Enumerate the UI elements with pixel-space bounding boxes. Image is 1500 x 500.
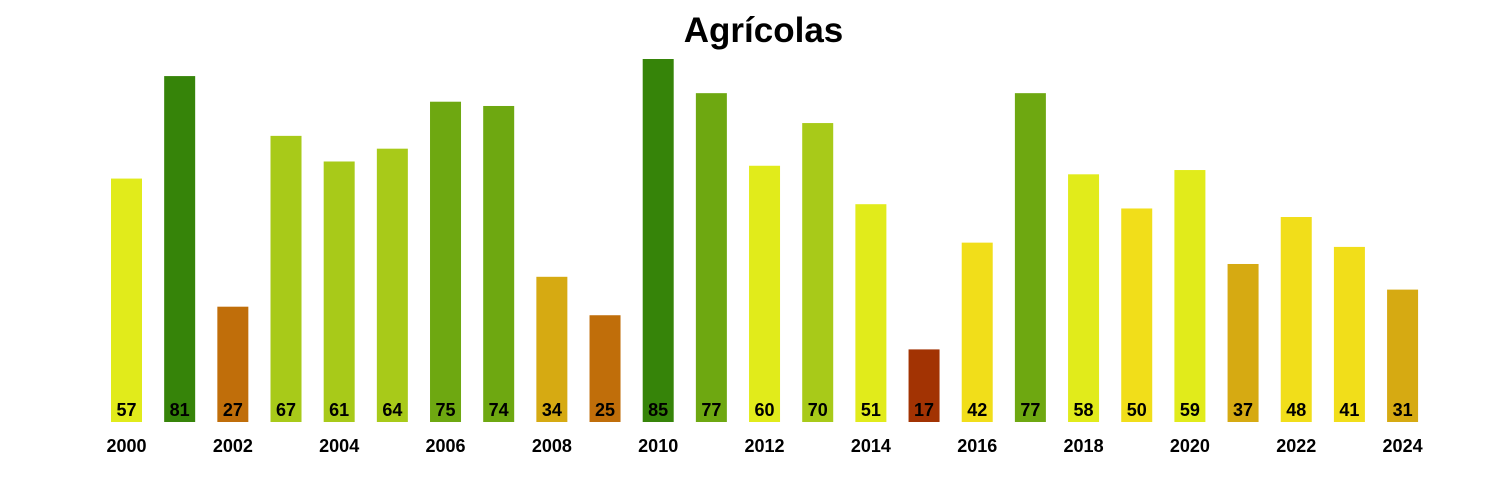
bar-2003 [270, 135, 302, 422]
bar-2002 [217, 306, 249, 422]
value-label-2015: 17 [914, 400, 934, 420]
value-label-2005: 64 [382, 400, 402, 420]
bar-2015 [908, 349, 940, 422]
x-tick-label-2014: 2014 [851, 436, 891, 456]
bar-2011 [695, 93, 727, 422]
value-label-2000: 57 [116, 400, 136, 420]
bar-2007 [483, 105, 515, 422]
value-label-2008: 34 [542, 400, 562, 420]
value-label-2017: 77 [1020, 400, 1040, 420]
bar-2017 [1014, 93, 1046, 422]
bar-2023 [1333, 246, 1365, 422]
bar-2005 [376, 148, 408, 422]
value-label-2002: 27 [223, 400, 243, 420]
x-tick-label-2000: 2000 [106, 436, 146, 456]
value-label-2007: 74 [489, 400, 509, 420]
value-label-2013: 70 [808, 400, 828, 420]
value-label-2019: 50 [1127, 400, 1147, 420]
value-label-2022: 48 [1286, 400, 1306, 420]
value-labels-group: 57 81 27 67 61 64 75 74 34 25 85 77 60 70 51 17 42 77 58 50… [116, 400, 1412, 420]
value-label-2011: 77 [701, 400, 721, 420]
bar-2004 [323, 161, 355, 423]
value-label-2014: 51 [861, 400, 881, 420]
bar-2006 [430, 101, 462, 423]
x-tick-label-2018: 2018 [1064, 436, 1104, 456]
value-label-2001: 81 [170, 400, 190, 420]
bar-2014 [855, 204, 887, 422]
x-tick-label-2002: 2002 [213, 436, 253, 456]
x-tick-labels-group: 2000 2002 2004 2006 2008 2010 2012 2014 2016 2018… [106, 436, 1422, 456]
value-label-2004: 61 [329, 400, 349, 420]
bar-2018 [1068, 174, 1100, 422]
value-label-2009: 25 [595, 400, 615, 420]
x-tick-label-2008: 2008 [532, 436, 572, 456]
value-label-2023: 41 [1339, 400, 1359, 420]
chart-title: Agrícolas [683, 11, 844, 50]
x-tick-label-2016: 2016 [957, 436, 997, 456]
bar-2016 [961, 242, 993, 422]
x-tick-label-2022: 2022 [1276, 436, 1316, 456]
value-label-2010: 85 [648, 400, 668, 420]
bar-2020 [1174, 170, 1206, 422]
x-tick-label-2004: 2004 [319, 436, 359, 456]
bar-2000 [111, 178, 142, 422]
bar-2001 [164, 76, 196, 422]
bars-group [111, 59, 1419, 423]
value-label-2020: 59 [1180, 400, 1200, 420]
bar-2010 [642, 59, 674, 422]
value-label-2006: 75 [436, 400, 456, 420]
value-label-2021: 37 [1233, 400, 1253, 420]
bar-2022 [1280, 217, 1312, 422]
bar-2012 [749, 165, 781, 422]
value-label-2016: 42 [967, 400, 987, 420]
value-label-2018: 58 [1074, 400, 1094, 420]
bar-2019 [1121, 208, 1153, 422]
x-tick-label-2024: 2024 [1383, 436, 1423, 456]
value-label-2003: 67 [276, 400, 296, 420]
bar-2021 [1227, 263, 1259, 422]
value-label-2024: 31 [1393, 400, 1413, 420]
x-tick-label-2020: 2020 [1170, 436, 1210, 456]
bar-2008 [536, 276, 568, 422]
bar-2024 [1387, 289, 1419, 422]
x-tick-label-2012: 2012 [745, 436, 785, 456]
x-tick-label-2006: 2006 [425, 436, 465, 456]
bar-2009 [589, 315, 621, 422]
value-label-2012: 60 [755, 400, 775, 420]
bar-2013 [802, 123, 834, 422]
x-tick-label-2010: 2010 [638, 436, 678, 456]
